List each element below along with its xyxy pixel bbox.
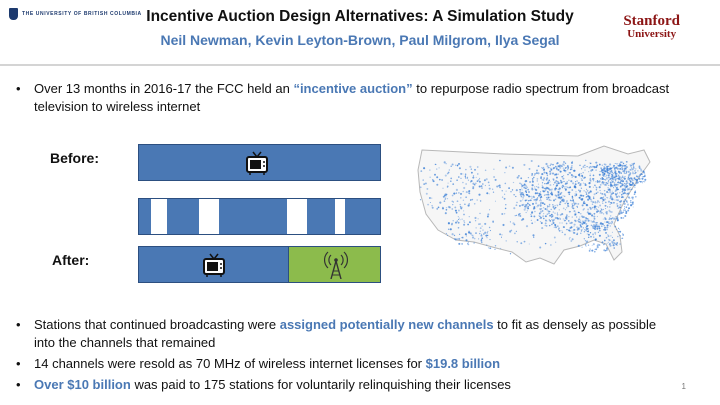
- radio-tower-icon: [324, 251, 348, 279]
- bullet-payments: • Over $10 billion was paid to 175 stati…: [16, 377, 511, 392]
- bullet-resold-channels: • 14 channels were resold as 70 MHz of w…: [16, 356, 501, 371]
- revenue-highlight: $19.8 billion: [425, 356, 501, 371]
- after-label: After:: [52, 252, 90, 268]
- wireless-spectrum-block: [288, 247, 380, 282]
- slide-header: THE UNIVERSITY OF BRITISH COLUMBIA Incen…: [0, 0, 720, 64]
- author-list: Neil Newman, Kevin Leyton-Brown, Paul Mi…: [160, 32, 560, 48]
- vacated-channel: [287, 199, 307, 234]
- ubc-logo: THE UNIVERSITY OF BRITISH COLUMBIA: [9, 8, 142, 20]
- bullet-dot: •: [16, 317, 21, 332]
- before-label: Before:: [50, 150, 100, 166]
- coverage-dots: [419, 159, 647, 255]
- bullet-dot: •: [16, 356, 21, 371]
- slide-title: Incentive Auction Design Alternatives: A…: [146, 8, 574, 25]
- stanford-logo: Stanford University: [623, 14, 680, 40]
- vacated-channel: [335, 199, 345, 234]
- header-divider: [0, 64, 720, 66]
- bullet-dot: •: [16, 81, 21, 96]
- after-spectrum-bar: [138, 246, 381, 283]
- repacked-spectrum-bar: [138, 198, 381, 235]
- us-coverage-map: [417, 145, 651, 265]
- bullet-repacking: • Stations that continued broadcasting w…: [16, 317, 657, 350]
- payment-highlight: Over $10 billion: [34, 377, 131, 392]
- ubc-name: THE UNIVERSITY OF BRITISH COLUMBIA: [22, 11, 142, 17]
- stanford-logo-line2: University: [627, 28, 677, 40]
- bullet-dot: •: [16, 377, 21, 392]
- ubc-crest-icon: [9, 8, 18, 20]
- tv-icon: [246, 151, 268, 175]
- vacated-channel: [199, 199, 219, 234]
- page-number: 1: [681, 382, 686, 391]
- tv-icon: [203, 253, 225, 277]
- vacated-channel: [151, 199, 167, 234]
- incentive-auction-highlight: “incentive auction”: [293, 81, 413, 96]
- before-spectrum-bar: [138, 144, 381, 181]
- bullet-auction-intro: • Over 13 months in 2016-17 the FCC held…: [16, 81, 670, 114]
- new-channels-highlight: assigned potentially new channels: [279, 317, 494, 332]
- stanford-logo-line1: Stanford: [623, 13, 680, 29]
